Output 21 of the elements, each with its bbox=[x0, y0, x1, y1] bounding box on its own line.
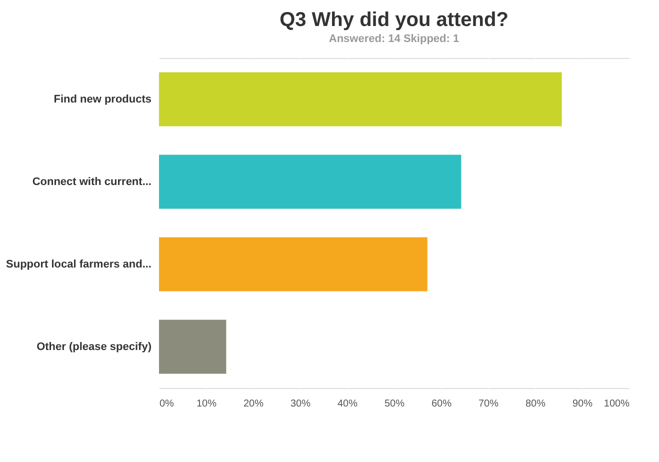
y-tick-label: Other (please specify) bbox=[36, 340, 152, 353]
y-tick-label: Find new products bbox=[54, 93, 152, 106]
x-tick-label: 70% bbox=[478, 398, 499, 410]
x-tick-label: 30% bbox=[290, 398, 311, 410]
chart-subtitle: Answered: 14 Skipped: 1 bbox=[328, 33, 460, 45]
bar bbox=[159, 320, 226, 374]
y-tick-label: Connect with current... bbox=[32, 176, 152, 188]
x-tick-label: 50% bbox=[384, 398, 405, 410]
x-tick-label: 0% bbox=[160, 398, 174, 410]
x-tick-label: 80% bbox=[525, 398, 546, 410]
x-tick-label: 20% bbox=[243, 398, 264, 410]
bar bbox=[159, 237, 428, 292]
bar bbox=[159, 72, 562, 126]
bar bbox=[159, 154, 462, 209]
x-tick-label: 40% bbox=[337, 398, 358, 410]
x-tick-label: 100% bbox=[604, 398, 630, 410]
y-tick-label: Support local farmers and... bbox=[6, 258, 152, 270]
x-tick-label: 10% bbox=[196, 398, 217, 410]
x-tick-label: 60% bbox=[431, 398, 452, 410]
chart-title: Q3 Why did you attend? bbox=[280, 9, 508, 31]
x-tick-label: 90% bbox=[572, 398, 593, 410]
